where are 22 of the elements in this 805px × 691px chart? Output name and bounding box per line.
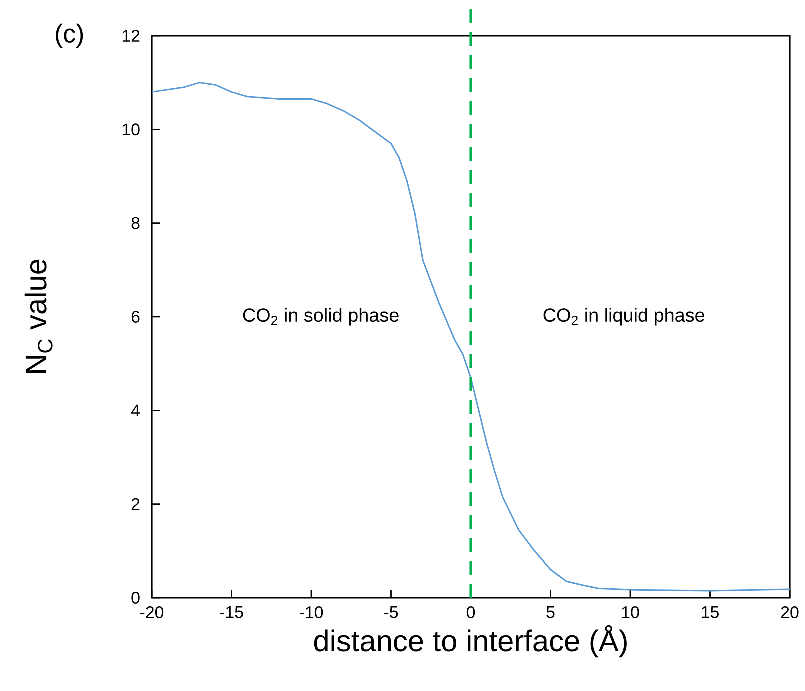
- x-tick-label: -20: [140, 606, 164, 619]
- x-tick-label: 10: [622, 606, 640, 619]
- y-tick-label: 6: [132, 310, 140, 323]
- y-tick-label: 8: [132, 217, 140, 230]
- x-tick-label: -10: [300, 606, 324, 619]
- annotation: CO$_{2}$ in liquid phase: [544, 308, 705, 326]
- x-tick-label: 5: [546, 606, 555, 618]
- x-tick-label: -5: [384, 606, 398, 618]
- y-tick-label: 4: [131, 404, 140, 416]
- y-axis-title: N$_{C}$ value: [24, 260, 53, 374]
- x-tick-label: -15: [220, 606, 244, 618]
- x-tick-label: 15: [702, 606, 719, 618]
- x-tick-label: 20: [781, 606, 799, 619]
- y-tick-label: 12: [122, 30, 140, 42]
- x-tick-label: 0: [466, 606, 476, 619]
- y-tick-label: 0: [132, 592, 140, 604]
- y-tick-label: 10: [122, 124, 140, 136]
- annotation: CO$_{2}$ in solid phase: [243, 308, 399, 326]
- y-tick-label: 2: [132, 498, 140, 510]
- text: (c): [56, 24, 84, 48]
- x-axis-title: distance to interface (Å): [314, 625, 627, 658]
- line-series: [151, 82, 791, 592]
